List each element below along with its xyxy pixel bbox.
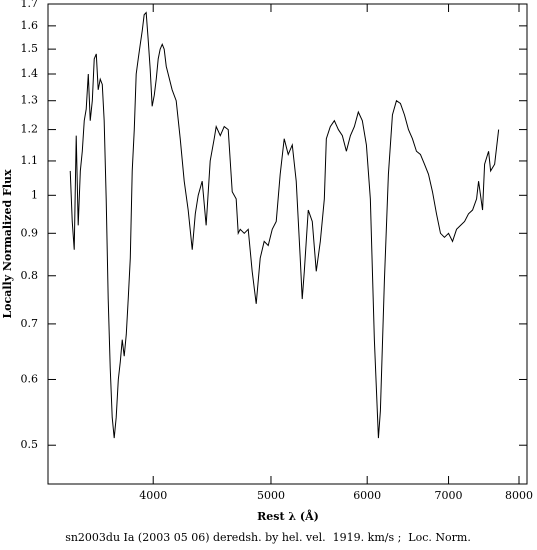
plot-frame xyxy=(47,3,528,485)
y-tick-label: 1.4 xyxy=(21,67,39,80)
y-tick-label: 1.1 xyxy=(21,154,39,167)
y-tick-label: 0.7 xyxy=(21,317,39,330)
y-tick-label: 1.6 xyxy=(21,19,39,32)
y-axis-label: Locally Normalized Flux xyxy=(1,169,14,319)
y-tick-label: 0.6 xyxy=(21,372,39,385)
y-tick-label: 0.9 xyxy=(21,226,39,239)
y-tick-label: 1.7 xyxy=(21,0,39,10)
x-tick-label: 8000 xyxy=(505,489,533,502)
x-tick-label: 7000 xyxy=(435,489,463,502)
spectrum-line xyxy=(69,11,500,439)
y-tick-label: 0.8 xyxy=(21,269,39,282)
y-tick-label: 1.2 xyxy=(21,123,39,136)
y-tick-label: 1 xyxy=(31,188,38,201)
x-axis-label: Rest λ (Å) xyxy=(257,509,319,523)
y-tick-label: 1.5 xyxy=(21,42,39,55)
x-tick-label: 5000 xyxy=(257,489,285,502)
x-tick-label: 6000 xyxy=(353,489,381,502)
y-tick-label: 0.5 xyxy=(21,438,39,451)
caption: sn2003du Ia (2003 05 06) deredsh. by hel… xyxy=(65,531,471,544)
y-tick-label: 1.3 xyxy=(21,94,39,107)
x-tick-label: 4000 xyxy=(139,489,167,502)
